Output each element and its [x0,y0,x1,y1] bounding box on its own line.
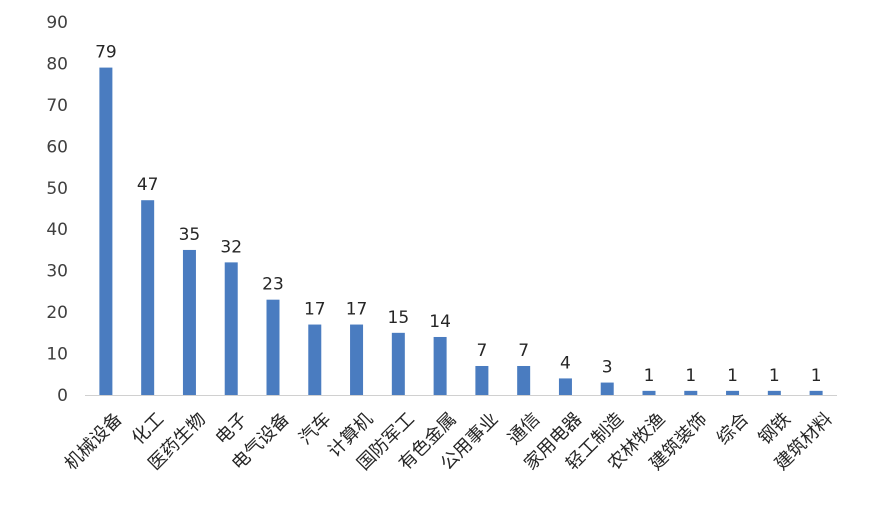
bar [558,378,572,395]
y-tick-label: 0 [57,386,68,406]
y-tick-label: 50 [46,179,68,199]
data-label: 47 [137,175,159,195]
data-label: 17 [304,300,326,320]
bar [809,390,823,395]
data-label: 7 [518,341,529,361]
y-axis-ticks: 0 10 20 30 40 50 60 70 80 90 [46,13,68,406]
bar [391,332,405,395]
y-tick-label: 90 [46,13,68,33]
data-label: 1 [769,366,780,386]
data-label: 15 [388,308,410,328]
y-tick-label: 60 [46,137,68,157]
bar [600,382,614,395]
data-label: 3 [602,358,613,378]
data-label: 4 [560,353,571,373]
bar [767,390,781,395]
data-label: 1 [811,366,822,386]
x-tick-label: 综合 [713,409,753,449]
data-label: 79 [95,43,117,63]
data-label: 7 [476,341,487,361]
data-label: 1 [685,366,696,386]
bar [433,336,447,395]
y-tick-label: 40 [46,220,68,240]
y-tick-label: 10 [46,345,68,365]
bar [308,324,322,395]
y-tick-label: 20 [46,303,68,323]
bar [475,365,489,395]
data-label: 35 [179,225,201,245]
bars [99,67,823,395]
data-label: 32 [220,237,242,257]
bar [141,200,155,395]
x-tick-label: 机械设备 [61,409,127,475]
bar [684,390,698,395]
data-label: 1 [727,366,738,386]
data-label: 17 [346,300,368,320]
bar [726,390,740,395]
bar [182,249,196,395]
bar [224,262,238,395]
y-tick-label: 80 [46,54,68,74]
bar [517,365,531,395]
data-label: 23 [262,275,284,295]
bar [266,299,280,395]
data-label: 14 [429,312,451,332]
data-labels: 79 47 35 32 23 17 17 15 14 7 7 4 3 1 1 1 1 1 [95,43,821,386]
data-label: 1 [644,366,655,386]
y-tick-label: 70 [46,96,68,116]
bar [99,67,113,395]
bar [642,390,656,395]
y-tick-label: 30 [46,262,68,282]
bar [350,324,364,395]
